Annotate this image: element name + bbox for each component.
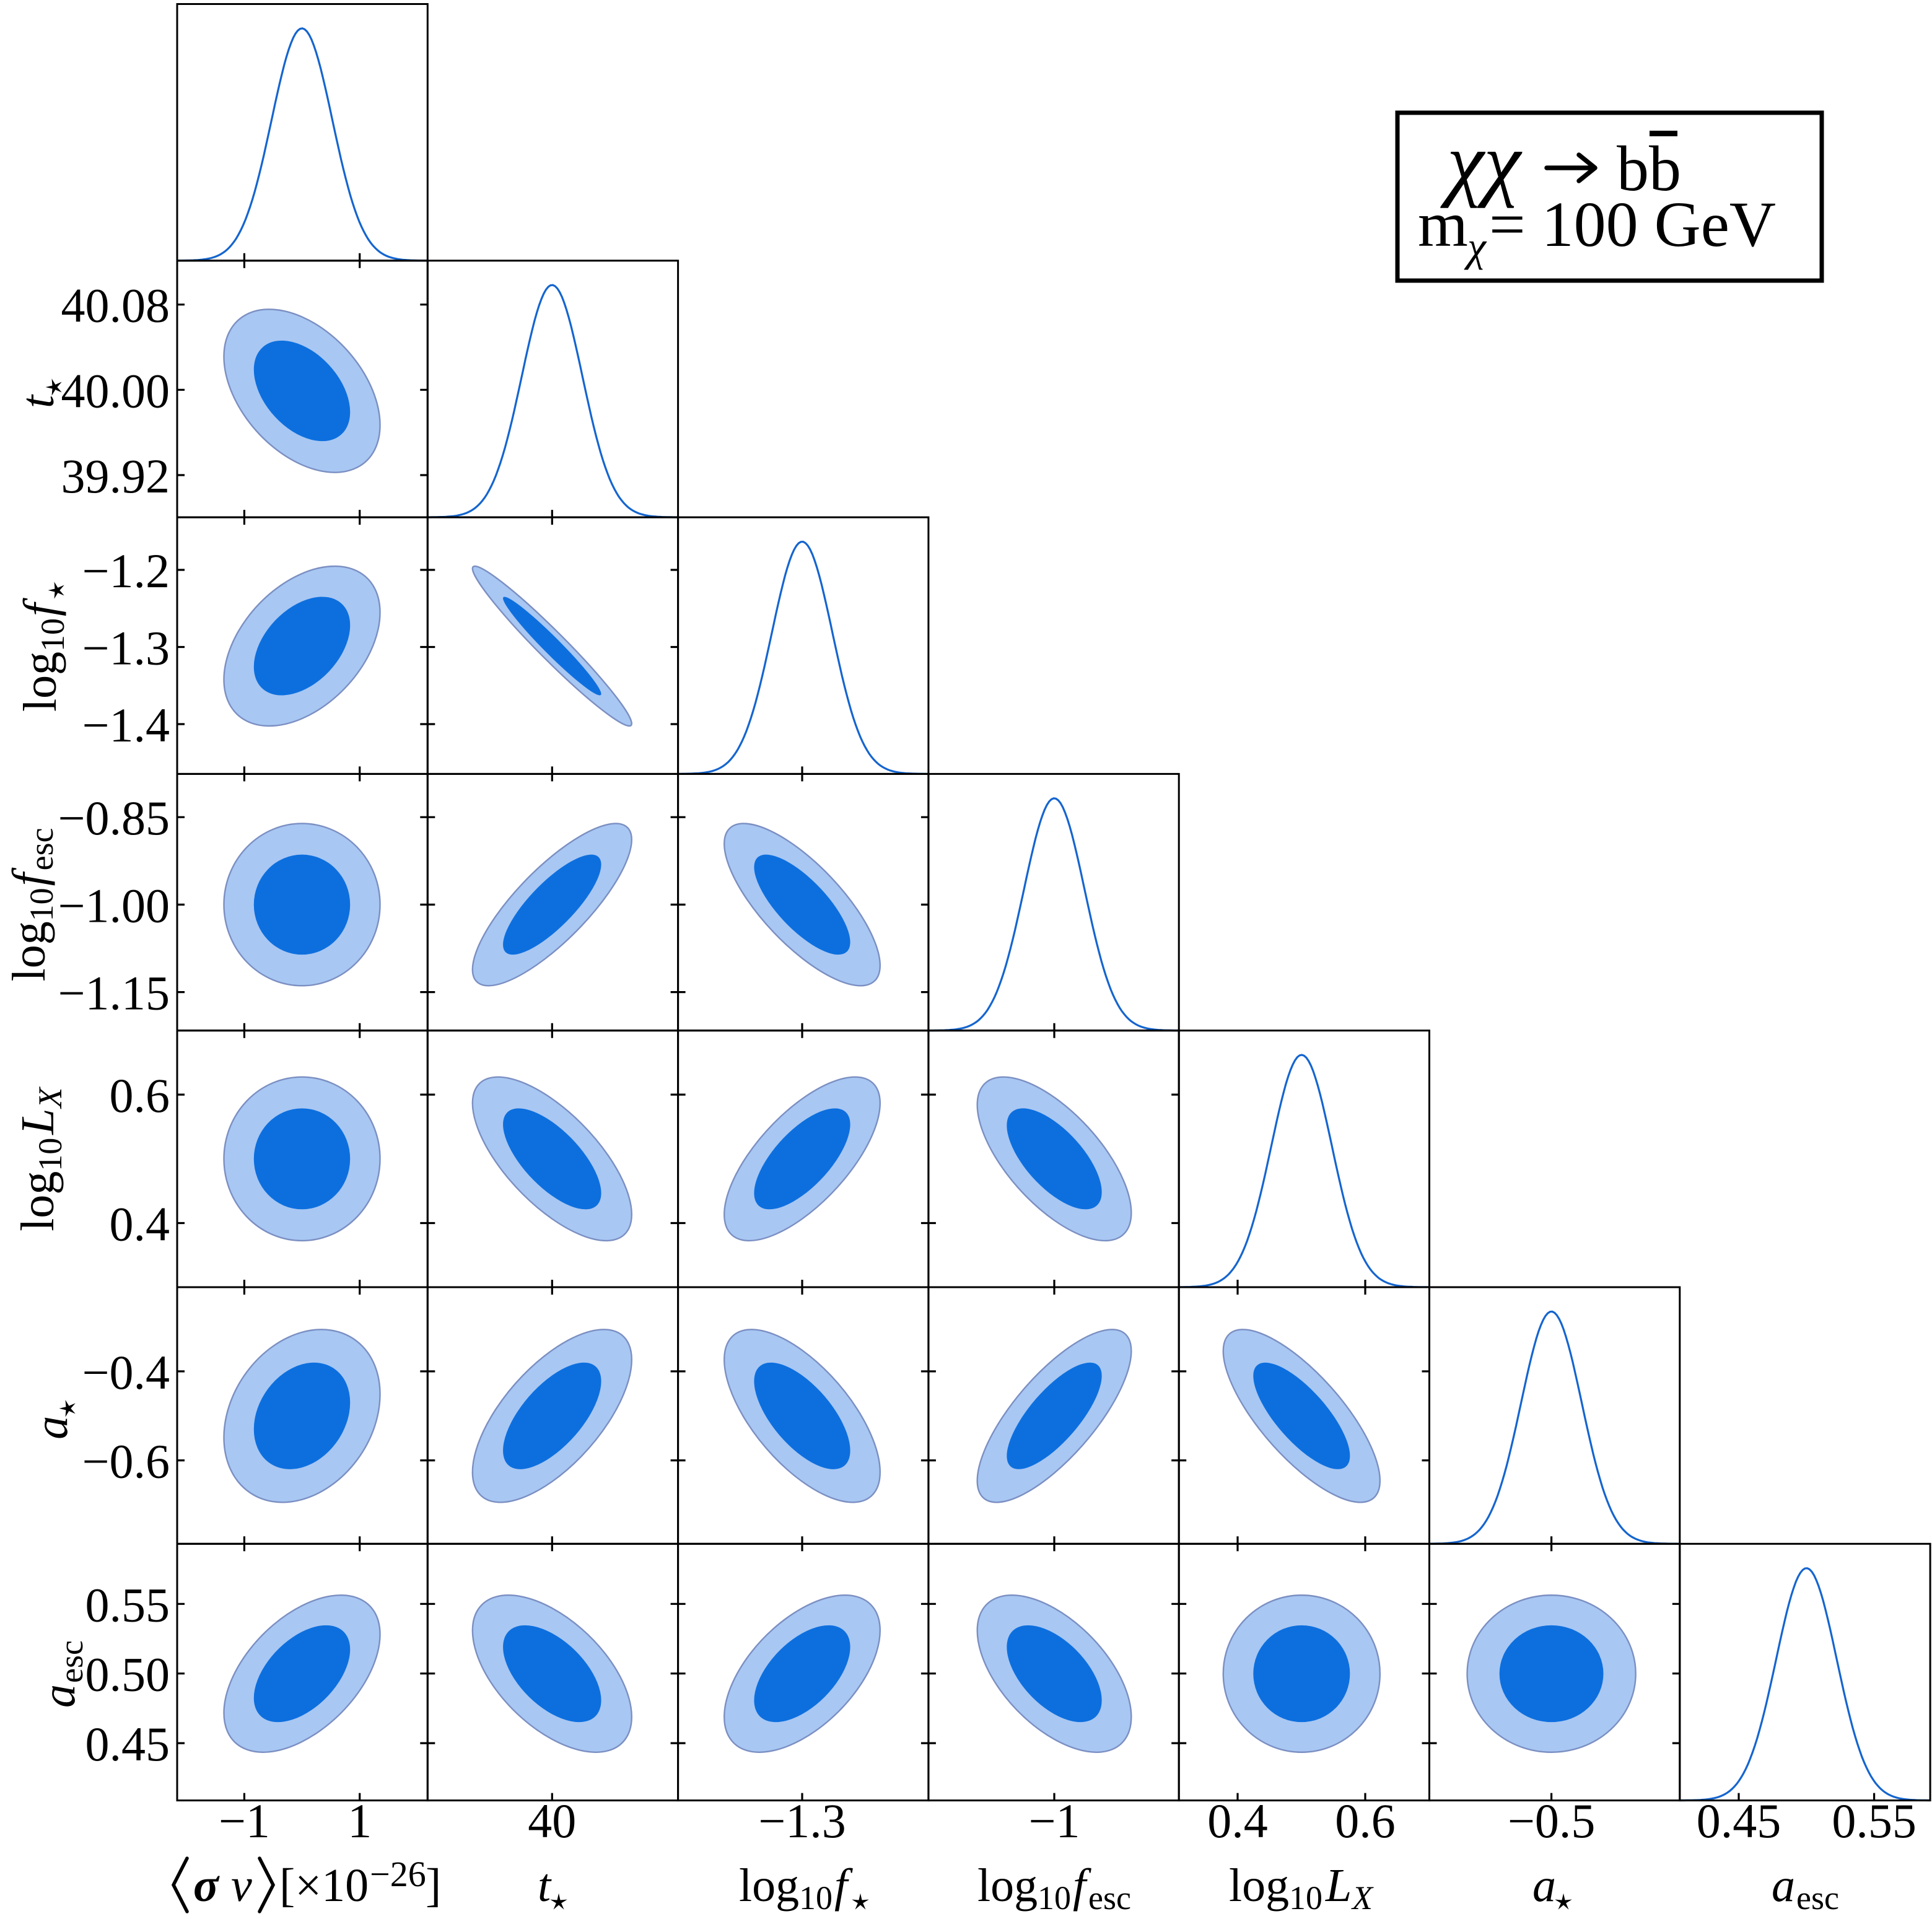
- svg-text:esc: esc: [1088, 1879, 1131, 1917]
- svg-text:]: ]: [426, 1860, 441, 1912]
- svg-text:a: a: [33, 1684, 85, 1708]
- svg-text:esc: esc: [53, 1640, 90, 1683]
- svg-text:39.92: 39.92: [61, 449, 170, 503]
- svg-text:−1: −1: [1029, 1794, 1080, 1848]
- svg-text:log: log: [12, 1171, 64, 1231]
- svg-text:0.4: 0.4: [110, 1197, 170, 1251]
- svg-text:bb: bb: [1617, 133, 1681, 204]
- svg-text:v: v: [231, 1860, 252, 1912]
- svg-text:−1.3: −1.3: [758, 1794, 846, 1848]
- svg-text:−1.4: −1.4: [82, 698, 170, 752]
- svg-text:σ: σ: [193, 1860, 220, 1912]
- svg-text:log: log: [977, 1860, 1038, 1912]
- svg-text:−1: −1: [219, 1794, 270, 1848]
- svg-text:0.4: 0.4: [1207, 1794, 1268, 1848]
- svg-text:10: 10: [34, 618, 71, 652]
- svg-text:χχ: χχ: [1440, 116, 1523, 209]
- svg-text:esc: esc: [1796, 1879, 1839, 1917]
- svg-text:0.6: 0.6: [1335, 1794, 1396, 1848]
- svg-text:40.00: 40.00: [61, 364, 170, 417]
- svg-text:−0.4: −0.4: [82, 1345, 170, 1399]
- svg-text:esc: esc: [23, 828, 60, 870]
- svg-text:10: 10: [32, 1138, 69, 1171]
- svg-text:a: a: [1772, 1860, 1795, 1912]
- svg-text:−1.3: −1.3: [82, 621, 170, 675]
- svg-text:−1.15: −1.15: [58, 966, 170, 1020]
- svg-text:10: 10: [1289, 1879, 1322, 1917]
- svg-text:10: 10: [799, 1879, 833, 1917]
- svg-text:[×10: [×10: [279, 1860, 369, 1912]
- svg-text:log: log: [1229, 1860, 1289, 1912]
- svg-text:X: X: [1351, 1879, 1374, 1917]
- svg-text:0.45: 0.45: [1697, 1794, 1781, 1848]
- svg-text:10: 10: [23, 888, 60, 921]
- svg-text:log: log: [739, 1860, 799, 1912]
- svg-text:a: a: [25, 1416, 77, 1440]
- svg-text:L: L: [12, 1109, 64, 1135]
- svg-text:m: m: [1418, 189, 1468, 260]
- svg-text:L: L: [1325, 1860, 1352, 1912]
- svg-text:40.08: 40.08: [61, 279, 170, 333]
- svg-text:t: t: [12, 394, 64, 408]
- svg-text:0.55: 0.55: [1832, 1794, 1917, 1848]
- svg-text:0.45: 0.45: [85, 1717, 170, 1771]
- svg-text:a: a: [1532, 1860, 1556, 1912]
- svg-text:t: t: [538, 1860, 552, 1912]
- svg-text:X: X: [32, 1086, 69, 1109]
- svg-text:log: log: [14, 652, 66, 712]
- svg-text:−1.2: −1.2: [82, 544, 170, 598]
- svg-text:0.50: 0.50: [85, 1648, 170, 1702]
- svg-text:0.55: 0.55: [85, 1578, 170, 1632]
- svg-text:10: 10: [1038, 1879, 1071, 1917]
- svg-text:−0.6: −0.6: [82, 1435, 170, 1488]
- svg-text:40: 40: [528, 1794, 576, 1848]
- svg-text:= 100 GeV: = 100 GeV: [1489, 189, 1776, 260]
- svg-text:−1.00: −1.00: [58, 878, 170, 932]
- svg-text:−26: −26: [370, 1854, 426, 1894]
- svg-text:log: log: [3, 921, 55, 981]
- svg-text:−0.5: −0.5: [1508, 1794, 1596, 1848]
- svg-text:χ: χ: [1464, 223, 1487, 270]
- svg-text:1: 1: [347, 1794, 372, 1848]
- svg-text:0.6: 0.6: [110, 1069, 170, 1122]
- svg-text:−0.85: −0.85: [58, 791, 170, 845]
